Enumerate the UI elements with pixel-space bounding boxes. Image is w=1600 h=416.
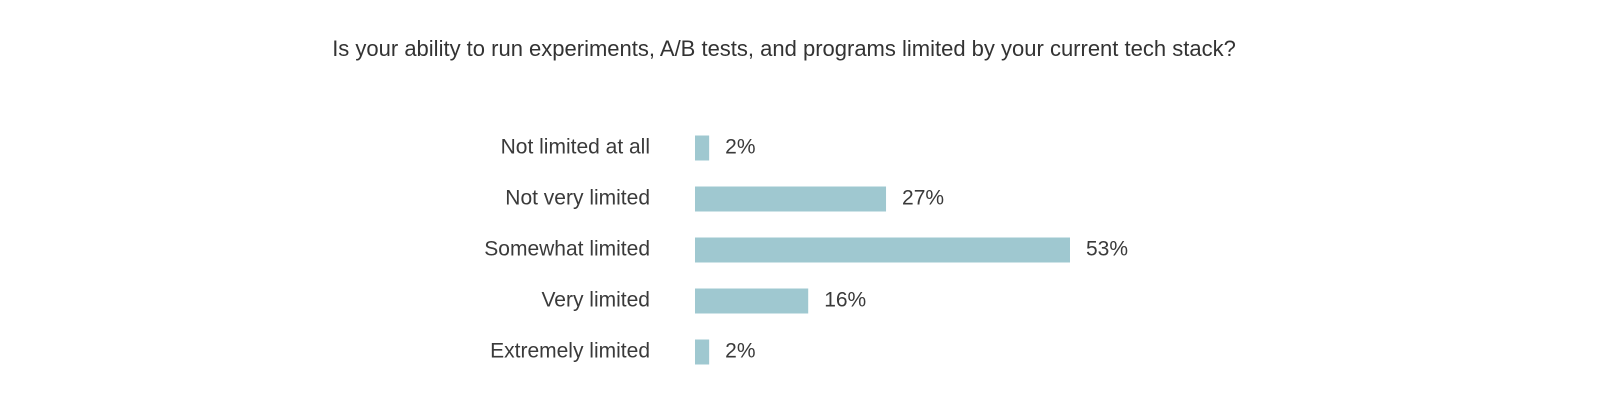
category-label: Somewhat limited bbox=[484, 238, 650, 261]
bar bbox=[695, 288, 809, 314]
category-label: Extremely limited bbox=[490, 340, 650, 363]
value-label: 53% bbox=[1086, 238, 1128, 261]
value-label: 2% bbox=[725, 340, 755, 363]
category-label: Not limited at all bbox=[501, 136, 650, 159]
bar bbox=[695, 135, 710, 161]
category-label: Not very limited bbox=[505, 187, 650, 210]
bar bbox=[695, 339, 710, 365]
value-label: 27% bbox=[902, 187, 944, 210]
value-label: 16% bbox=[824, 289, 866, 312]
bar bbox=[695, 186, 887, 212]
category-label: Very limited bbox=[541, 289, 650, 312]
value-label: 2% bbox=[725, 136, 755, 159]
bar bbox=[695, 237, 1070, 263]
chart-title: Is your ability to run experiments, A/B … bbox=[332, 36, 1236, 61]
